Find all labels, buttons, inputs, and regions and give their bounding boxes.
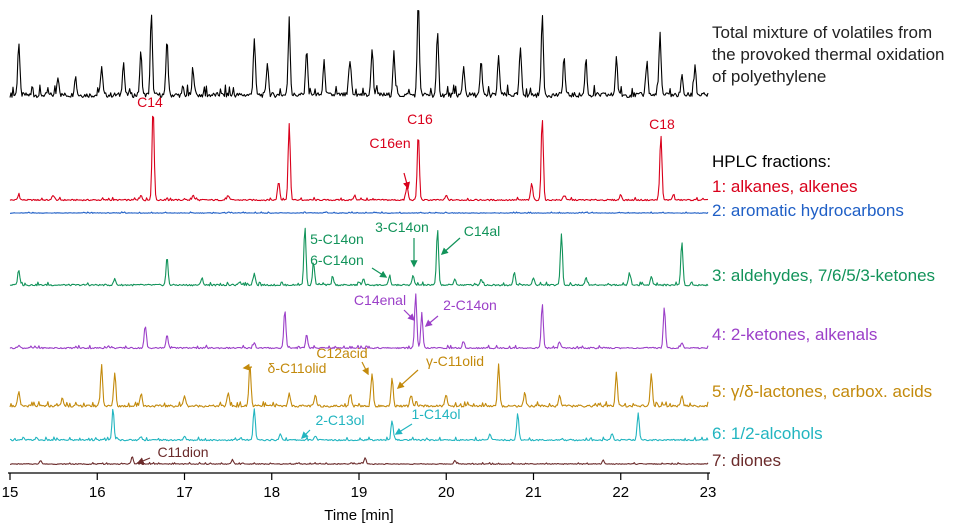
- series-label-6: 6: 1/2-alcohols: [712, 424, 823, 443]
- series-label-2: 2: aromatic hydrocarbons: [712, 201, 904, 220]
- trace-series-0: [9, 9, 709, 99]
- x-tick-label: 20: [438, 484, 455, 501]
- x-tick-label: 16: [89, 484, 106, 501]
- peak-label: C16: [407, 111, 433, 127]
- peak-label: δ-C11olid: [268, 360, 327, 376]
- x-tick-label: 17: [176, 484, 193, 501]
- chromatogram-traces: [9, 9, 709, 465]
- trace-series-4: [9, 293, 709, 350]
- annotation-arrow: [136, 457, 151, 465]
- peak-label: 1-C14ol: [411, 406, 460, 422]
- series-label-7: 7: diones: [712, 451, 781, 470]
- peak-label: 6-C14on: [310, 252, 364, 268]
- peak-annotations: C14 C16 C16en C18 3-C14on 5-C14on 6-C14on C14al…: [136, 94, 675, 465]
- fraction-labels: Total mixture of volatiles from the provo…: [712, 23, 944, 470]
- peak-label: C14al: [464, 223, 501, 239]
- annotation-arrow: [440, 237, 461, 255]
- peak-label: C14: [137, 94, 163, 110]
- header-line: Total mixture of volatiles from: [712, 23, 932, 42]
- peak-label: C11dion: [157, 444, 208, 460]
- peak-label: C14enal: [354, 292, 406, 308]
- trace-series-6: [9, 408, 709, 442]
- annotation-arrow: [424, 315, 439, 327]
- peak-label: γ-C11olid: [426, 353, 484, 369]
- fractions-heading: HPLC fractions:: [712, 152, 831, 171]
- annotation-arrow: [403, 309, 416, 322]
- peak-label: 2-C13ol: [315, 412, 364, 428]
- x-tick-label: 22: [612, 484, 629, 501]
- x-tick-label: 19: [351, 484, 368, 501]
- annotation-arrow: [300, 429, 311, 440]
- peak-label: C12acid: [316, 345, 367, 361]
- series-label-3: 3: aldehydes, 7/6/5/3-ketones: [712, 266, 935, 285]
- series-label-4: 4: 2-ketones, alkenals: [712, 325, 877, 344]
- x-tick-label: 18: [263, 484, 280, 501]
- x-tick-label: 23: [700, 484, 717, 501]
- trace-series-7: [10, 456, 709, 465]
- trace-series-2: [10, 211, 709, 214]
- trace-series-1: [9, 115, 709, 202]
- x-tick-label: 15: [2, 484, 19, 501]
- peak-label: 5-C14on: [310, 231, 364, 247]
- x-tick-label: 21: [525, 484, 542, 501]
- series-label-1: 1: alkanes, alkenes: [712, 177, 858, 196]
- x-axis: 15 16 17 18 19 20 21 22 23: [2, 472, 717, 501]
- peak-label: C16en: [369, 135, 410, 151]
- x-axis-title: Time [min]: [324, 507, 393, 524]
- header-line: the provoked thermal oxidation: [712, 45, 944, 64]
- series-label-5: 5: γ/δ-lactones, carbox. acids: [712, 382, 932, 401]
- peak-label: 2-C14on: [443, 297, 497, 313]
- peak-label: C18: [649, 116, 675, 132]
- annotation-arrow: [361, 361, 369, 376]
- annotation-arrow: [242, 363, 253, 371]
- annotation-arrow: [403, 172, 410, 190]
- annotation-arrow: [394, 423, 413, 435]
- header-line: of polyethylene: [712, 67, 826, 86]
- annotation-arrow: [371, 267, 388, 278]
- trace-series-5: [9, 363, 709, 408]
- peak-label: 3-C14on: [375, 219, 429, 235]
- annotation-arrow: [396, 369, 419, 389]
- trace-series-3: [9, 227, 709, 287]
